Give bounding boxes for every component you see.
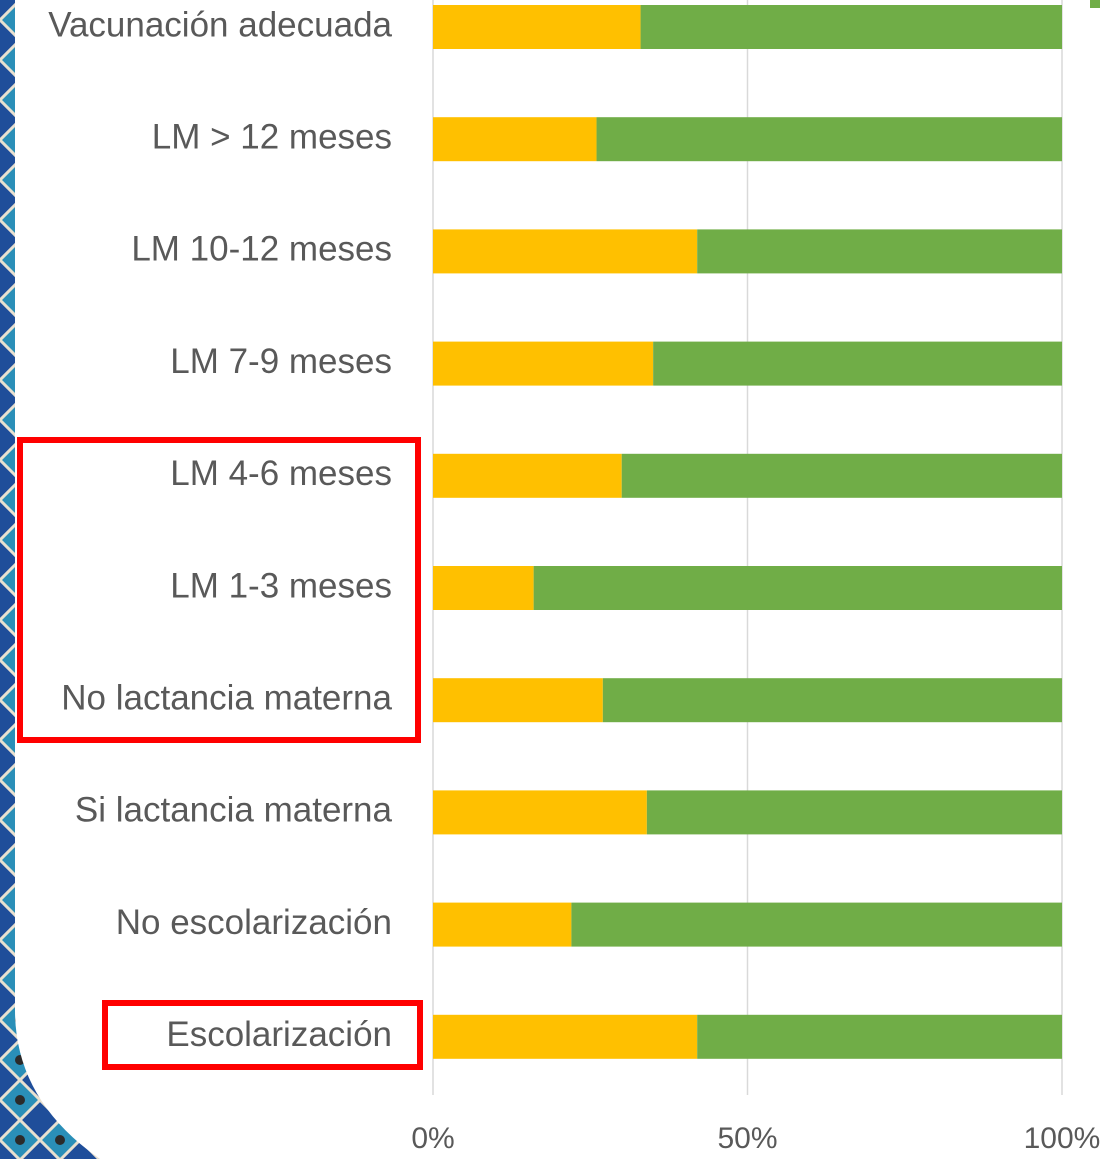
- bar-segment: [433, 790, 647, 835]
- highlight-box: [102, 1000, 423, 1070]
- bar-segment: [433, 5, 641, 49]
- y-tick-label: No lactancia materna: [61, 678, 392, 717]
- legend-fragment: [1090, 0, 1100, 8]
- y-tick-label: LM 10-12 meses: [131, 230, 392, 269]
- plot-area: 0% 50% 100% Vacunación adecuada LM > 12 mese…: [48, 0, 1100, 1155]
- bar-segment: [621, 453, 1062, 498]
- bar-segment: [433, 1014, 698, 1059]
- bar-segment: [571, 902, 1062, 947]
- y-tick-label: LM 4-6 meses: [170, 454, 392, 493]
- y-tick-label: LM 7-9 meses: [170, 342, 392, 381]
- bar-segment: [433, 341, 654, 386]
- bar-segment: [433, 453, 622, 498]
- bar-segment: [433, 678, 603, 723]
- highlight-box: [17, 437, 421, 743]
- y-tick-label: LM > 12 meses: [152, 117, 392, 156]
- y-tick-label: Escolarización: [166, 1015, 392, 1054]
- bar-segment: [596, 117, 1062, 162]
- y-tick-label: LM 1-3 meses: [170, 566, 392, 605]
- bar-segment: [433, 566, 534, 610]
- bar-segment: [697, 1014, 1062, 1059]
- y-tick-label: Vacunación adecuada: [48, 5, 392, 44]
- bar-segment: [646, 790, 1062, 835]
- bar-segment: [433, 902, 572, 947]
- bar-segment: [697, 229, 1062, 274]
- bar-segment: [433, 229, 698, 274]
- x-tick-label: 100%: [1024, 1122, 1101, 1155]
- y-tick-label: Si lactancia materna: [75, 791, 393, 830]
- bar-segment: [533, 566, 1062, 610]
- bar-segment: [640, 5, 1062, 49]
- bar-segment: [433, 117, 597, 162]
- y-tick-label: No escolarización: [116, 903, 392, 942]
- x-tick-label: 50%: [717, 1122, 777, 1155]
- x-tick-label: 0%: [411, 1122, 454, 1155]
- bar-segment: [602, 678, 1062, 723]
- bar-segment: [653, 341, 1062, 386]
